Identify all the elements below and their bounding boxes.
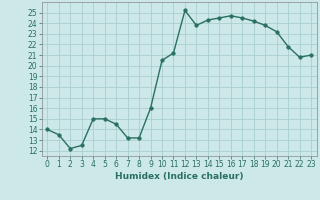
X-axis label: Humidex (Indice chaleur): Humidex (Indice chaleur) [115,172,244,181]
